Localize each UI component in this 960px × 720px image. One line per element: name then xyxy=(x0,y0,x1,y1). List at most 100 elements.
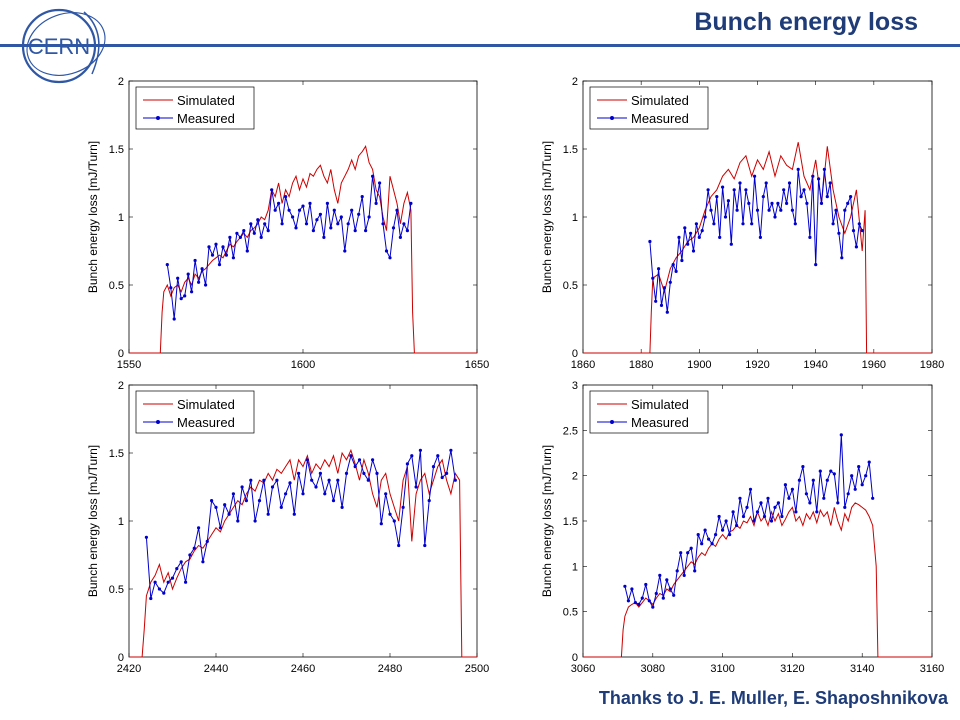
data-point xyxy=(249,478,253,482)
chart-4: 3060 3080 3100 3120 3140 3160 0 0.5 1 1.5 2 2.5 3 Bun… xyxy=(540,380,944,675)
data-point xyxy=(693,569,697,573)
data-point xyxy=(391,226,396,230)
data-point xyxy=(384,249,389,253)
data-point xyxy=(721,185,725,189)
data-point xyxy=(741,514,746,519)
data-point xyxy=(284,492,288,496)
data-point xyxy=(668,280,672,284)
data-point xyxy=(197,526,201,530)
data-point xyxy=(388,512,392,516)
data-point xyxy=(301,204,305,208)
data-point xyxy=(242,229,246,233)
x-tick-label: 1880 xyxy=(629,359,653,371)
data-point xyxy=(707,537,711,541)
data-point xyxy=(384,492,388,496)
chart-3: 2420 2440 2460 2480 2500 0 0.5 1 1.5 2 Bunch energ… xyxy=(86,380,489,675)
data-point xyxy=(801,465,805,469)
data-point xyxy=(197,280,201,284)
data-point xyxy=(184,580,188,584)
data-point xyxy=(753,174,757,178)
data-point xyxy=(275,478,279,482)
data-point xyxy=(210,253,215,257)
x-tick-label: 2480 xyxy=(378,663,402,675)
data-point xyxy=(828,181,832,185)
data-point xyxy=(318,212,322,216)
data-point xyxy=(755,208,760,212)
y-tick-label: 0 xyxy=(572,348,578,360)
data-point xyxy=(840,256,844,260)
data-point xyxy=(280,222,284,226)
data-point xyxy=(350,208,354,212)
data-point xyxy=(640,596,644,600)
data-point xyxy=(339,215,343,219)
series-line-measured xyxy=(145,450,456,599)
data-point xyxy=(311,229,315,233)
data-point xyxy=(814,263,818,267)
data-point xyxy=(436,454,440,458)
header-rule xyxy=(0,44,960,47)
data-point xyxy=(836,501,840,505)
data-point xyxy=(694,222,699,226)
data-point xyxy=(710,542,714,546)
data-point xyxy=(263,222,267,226)
data-point xyxy=(214,505,218,509)
data-point xyxy=(703,215,707,219)
data-point xyxy=(748,487,753,491)
data-point xyxy=(857,465,861,469)
data-point xyxy=(679,551,683,555)
y-tick-label: 2.5 xyxy=(563,425,578,437)
data-point xyxy=(162,591,166,595)
data-point xyxy=(764,181,768,185)
data-point xyxy=(169,286,173,290)
data-point xyxy=(266,512,270,516)
x-tick-label: 1650 xyxy=(465,359,489,371)
data-point xyxy=(453,478,457,482)
data-point xyxy=(811,478,815,482)
legend-label: Simulated xyxy=(631,397,689,412)
y-axis-label: Bunch energy loss [mJ/Turn] xyxy=(86,445,100,597)
x-tick-label: 1960 xyxy=(862,359,886,371)
legend-label: Simulated xyxy=(177,93,235,108)
data-point xyxy=(779,208,783,212)
data-point xyxy=(773,215,777,219)
data-point xyxy=(172,317,176,321)
data-point xyxy=(854,245,859,249)
data-point xyxy=(183,294,187,298)
data-point xyxy=(657,267,661,271)
data-point xyxy=(738,496,742,500)
data-point xyxy=(325,201,329,205)
data-point xyxy=(731,510,735,514)
data-point xyxy=(353,465,357,469)
data-point xyxy=(717,514,721,519)
data-point xyxy=(228,235,232,239)
data-point xyxy=(834,208,838,212)
data-point xyxy=(644,582,648,587)
y-axis-label: Bunch energy loss [mJ/Turn] xyxy=(540,445,554,597)
data-point xyxy=(761,195,765,199)
data-point xyxy=(331,499,336,503)
legend-marker xyxy=(156,420,160,424)
data-point xyxy=(682,573,686,578)
data-point xyxy=(623,584,627,588)
data-point xyxy=(790,487,795,491)
data-point xyxy=(822,496,826,500)
series-line-measured xyxy=(649,169,863,313)
data-point xyxy=(857,222,861,226)
data-point xyxy=(179,297,183,301)
data-point xyxy=(867,460,871,464)
legend-label: Simulated xyxy=(631,93,689,108)
x-tick-label: 3080 xyxy=(641,663,665,675)
data-point xyxy=(822,167,827,171)
y-tick-label: 1.5 xyxy=(563,144,578,156)
data-point xyxy=(375,471,379,475)
data-point xyxy=(336,222,340,226)
data-point xyxy=(697,235,701,239)
data-point xyxy=(297,208,302,212)
data-point xyxy=(179,560,183,564)
y-tick-label: 2 xyxy=(118,380,124,392)
data-point xyxy=(410,454,414,458)
data-point xyxy=(735,523,739,528)
data-point xyxy=(266,229,270,233)
data-point xyxy=(672,593,676,597)
data-point xyxy=(336,478,340,482)
